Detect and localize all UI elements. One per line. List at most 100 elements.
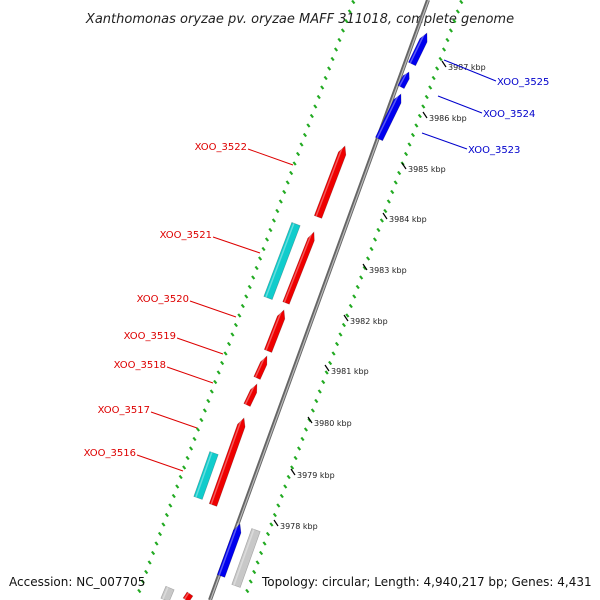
left-tick-mark xyxy=(278,199,283,204)
right-tick-mark xyxy=(372,237,378,242)
right-tick-mark xyxy=(338,332,343,337)
gene-leader-line xyxy=(136,454,184,472)
right-tick-mark xyxy=(252,569,257,575)
left-tick-mark xyxy=(213,379,218,385)
gene-arrow xyxy=(208,417,246,507)
right-tick-mark xyxy=(431,75,436,81)
gene-arrow xyxy=(216,523,242,578)
kbp-label: 3978 kbp xyxy=(280,522,318,531)
left-tick-mark xyxy=(151,550,156,556)
kbp-tick xyxy=(307,416,313,424)
gene-arrow xyxy=(263,222,301,300)
gene-highlight xyxy=(210,417,243,505)
right-tick-mark xyxy=(369,246,374,252)
left-tick-mark xyxy=(188,446,194,451)
kbp-label: 3979 kbp xyxy=(297,471,335,480)
left-tick-mark xyxy=(254,265,259,271)
gene-label[interactable]: XOO_3521 xyxy=(160,230,212,241)
right-tick-mark xyxy=(269,522,274,527)
kbp-label: 3980 kbp xyxy=(314,419,352,428)
right-tick-mark xyxy=(248,579,253,584)
kbp-label: 3981 kbp xyxy=(331,367,369,376)
left-tick-mark xyxy=(185,455,190,461)
left-tick-mark xyxy=(161,522,166,527)
gene-leader-line xyxy=(443,59,497,82)
gene-label[interactable]: XOO_3518 xyxy=(114,360,166,371)
right-tick-mark xyxy=(262,541,267,546)
left-tick-mark xyxy=(230,332,235,337)
left-tick-mark xyxy=(247,284,252,290)
right-tick-mark xyxy=(331,351,336,356)
right-tick-mark xyxy=(428,85,433,90)
gene-label[interactable]: XOO_3525 xyxy=(497,77,549,88)
gene-leader-line xyxy=(176,337,224,355)
left-tick-mark xyxy=(223,351,228,356)
gene-label[interactable]: XOO_3517 xyxy=(98,405,150,416)
gene-highlight xyxy=(409,31,426,64)
right-tick-mark xyxy=(448,28,453,33)
kbp-tick xyxy=(382,212,388,220)
left-tick-mark xyxy=(220,360,225,366)
gene-arrow xyxy=(160,585,175,600)
left-tick-mark xyxy=(233,322,238,328)
gene-label[interactable]: XOO_3519 xyxy=(124,331,176,342)
gene-arrow xyxy=(397,71,410,90)
right-tick-mark xyxy=(345,313,350,318)
gene-features xyxy=(160,31,428,600)
right-tick-mark xyxy=(403,151,409,157)
gene-highlight xyxy=(254,354,267,378)
right-tick-mark xyxy=(390,189,395,195)
left-tick-mark xyxy=(171,493,176,499)
right-tick-mark xyxy=(435,66,440,71)
left-tick-mark xyxy=(251,275,256,280)
right-tick-mark xyxy=(276,503,281,508)
gene-highlight xyxy=(315,145,344,217)
right-tick-mark xyxy=(386,199,391,204)
right-tick-mark xyxy=(424,94,429,100)
gene-label[interactable]: XOO_3516 xyxy=(84,448,136,459)
topology-text: Topology: circular; Length: 4,940,217 bp… xyxy=(261,575,592,589)
left-tick-mark xyxy=(154,541,159,546)
right-tick-mark xyxy=(321,379,326,385)
gene-leader-line xyxy=(189,300,237,318)
left-tick-mark xyxy=(237,313,242,318)
right-tick-mark xyxy=(255,560,260,565)
kbp-tick xyxy=(343,314,349,322)
right-tick-mark xyxy=(459,0,464,5)
gene-label[interactable]: XOO_3523 xyxy=(468,145,520,156)
left-tick-mark xyxy=(240,303,245,309)
gene-highlight xyxy=(265,222,295,298)
left-tick-mark xyxy=(202,408,207,413)
left-tick-mark xyxy=(302,132,308,138)
gene-highlight xyxy=(183,592,190,600)
gene-leader-line xyxy=(421,132,468,150)
right-tick-mark xyxy=(438,56,443,62)
gene-highlight xyxy=(376,92,400,139)
right-tick-mark xyxy=(407,142,412,147)
left-tick-mark xyxy=(147,560,152,565)
gene-highlight xyxy=(218,523,239,576)
kbp-tick xyxy=(290,468,296,476)
kbp-tick xyxy=(422,111,428,119)
left-tick-mark xyxy=(309,113,314,119)
left-tick-mark xyxy=(351,0,356,5)
kbp-tick xyxy=(273,519,279,527)
right-tick-mark xyxy=(283,484,288,489)
gene-label[interactable]: XOO_3524 xyxy=(483,109,535,120)
right-tick-mark xyxy=(279,493,284,499)
gene-label[interactable]: XOO_3522 xyxy=(195,142,247,153)
kbp-tick xyxy=(441,60,447,68)
left-tick-mark xyxy=(157,531,163,537)
right-tick-mark xyxy=(455,9,460,14)
right-tick-mark xyxy=(341,322,346,328)
right-tick-mark xyxy=(317,389,322,394)
right-tick-mark xyxy=(303,427,309,432)
gene-leader-line xyxy=(247,148,294,166)
gene-label[interactable]: XOO_3520 xyxy=(137,294,189,305)
left-tick-mark xyxy=(209,389,214,394)
left-tick-mark xyxy=(285,180,290,185)
left-tick-mark xyxy=(244,294,249,299)
right-tick-mark xyxy=(441,47,447,52)
left-tick-mark xyxy=(140,579,145,584)
left-tick-mark xyxy=(226,341,232,347)
